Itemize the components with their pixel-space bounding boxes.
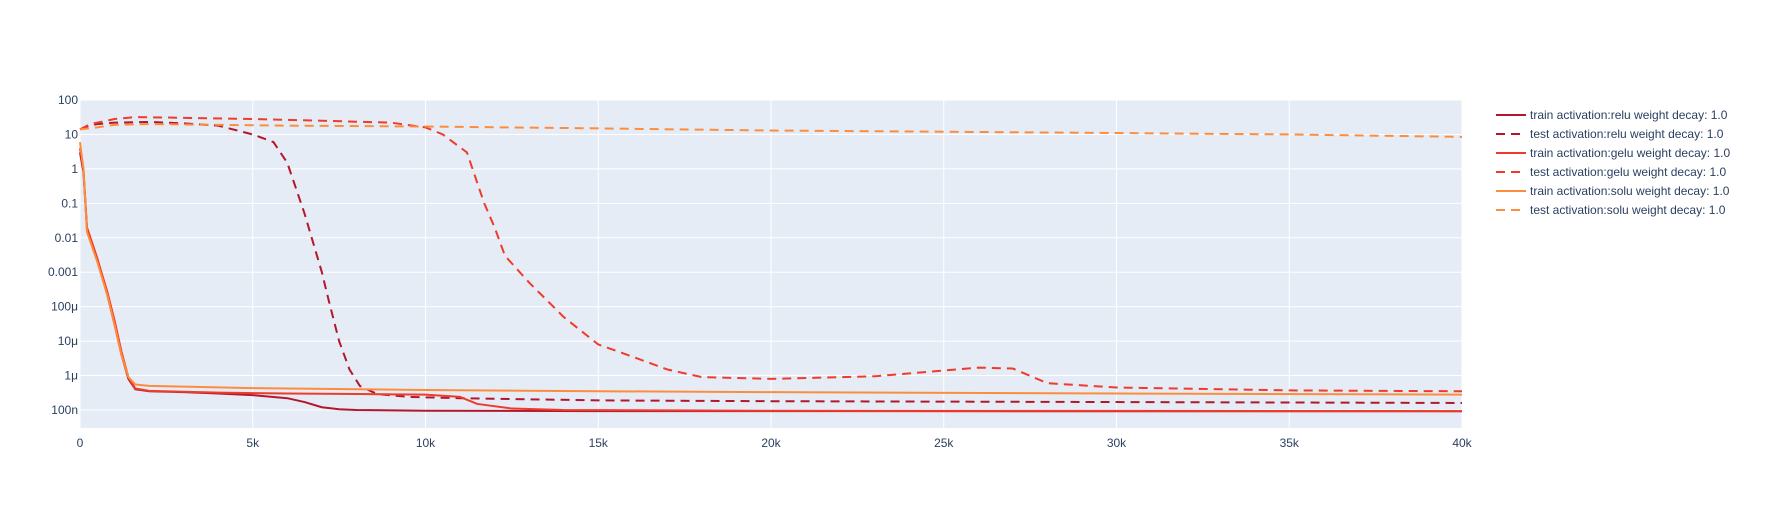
x-tick-label: 15k	[589, 436, 609, 450]
x-tick-label: 20k	[761, 436, 781, 450]
x-tick-label: 40k	[1452, 436, 1472, 450]
legend: train activation:relu weight decay: 1.0 t…	[1496, 108, 1730, 217]
y-tick-label: 100n	[51, 403, 78, 417]
x-tick-label: 35k	[1280, 436, 1300, 450]
x-tick-label: 0	[77, 436, 84, 450]
y-tick-label: 10	[65, 127, 79, 141]
y-tick-label: 1μ	[64, 369, 78, 383]
y-axis-ticks: 100 10 1 0.1 0.01 0.001 100μ 10μ 1μ 100n	[48, 93, 78, 417]
y-tick-label: 10μ	[58, 334, 78, 348]
x-tick-label: 25k	[934, 436, 954, 450]
y-tick-label: 100	[58, 93, 78, 107]
series-line-3	[79, 116, 1463, 393]
y-tick-label: 0.01	[55, 231, 79, 245]
y-tick-label: 100μ	[51, 300, 78, 314]
legend-label-3[interactable]: test activation:gelu weight decay: 1.0	[1530, 165, 1726, 179]
series-line-4	[79, 141, 1463, 396]
legend-label-1[interactable]: test activation:relu weight decay: 1.0	[1530, 127, 1724, 141]
y-tick-label: 1	[71, 162, 78, 176]
series-line-1	[79, 120, 1463, 404]
legend-label-4[interactable]: train activation:solu weight decay: 1.0	[1530, 184, 1730, 198]
x-tick-label: 10k	[416, 436, 436, 450]
x-axis-ticks: 0 5k 10k 15k 20k 25k 30k 35k 40k	[77, 436, 1473, 450]
x-tick-label: 30k	[1107, 436, 1127, 450]
series-line-5	[79, 123, 1463, 138]
y-tick-label: 0.1	[61, 196, 78, 210]
legend-label-2[interactable]: train activation:gelu weight decay: 1.0	[1530, 146, 1730, 160]
legend-label-0[interactable]: train activation:relu weight decay: 1.0	[1530, 108, 1728, 122]
y-tick-label: 0.001	[48, 265, 78, 279]
x-tick-label: 5k	[246, 436, 260, 450]
legend-label-5[interactable]: test activation:solu weight decay: 1.0	[1530, 203, 1726, 217]
series-lines	[79, 116, 1463, 413]
